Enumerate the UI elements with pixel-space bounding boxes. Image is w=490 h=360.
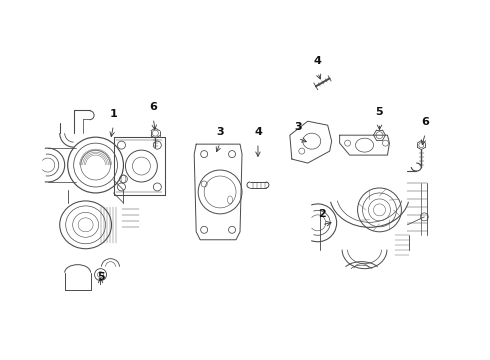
Text: 5: 5 [376,107,383,117]
Text: 2: 2 [318,209,325,219]
Text: 4: 4 [254,127,262,137]
Text: 6: 6 [149,102,157,112]
Text: 1: 1 [110,109,118,119]
Text: 5: 5 [97,271,104,282]
Text: 4: 4 [314,57,321,67]
Text: 3: 3 [216,127,224,137]
Text: 6: 6 [421,117,429,127]
Text: 3: 3 [294,122,302,132]
